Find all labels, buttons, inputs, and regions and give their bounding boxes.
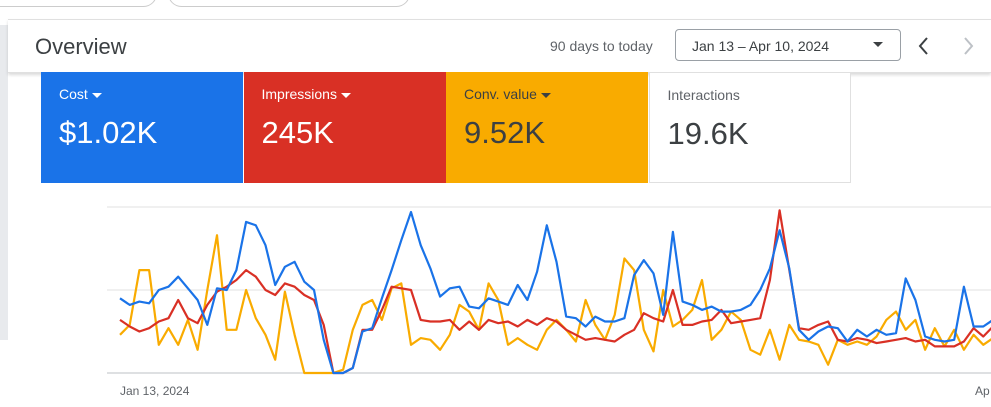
dropdown-icon — [873, 42, 883, 47]
metric-label: Cost — [59, 86, 225, 102]
prev-button[interactable] — [916, 36, 932, 56]
metric-value: 9.52K — [464, 115, 546, 150]
metric-label: Impressions — [262, 86, 428, 102]
title: Overview — [35, 34, 127, 59]
dropdown-icon — [340, 93, 351, 98]
date-range: Jan 13 – Apr 10, 2024 — [692, 38, 829, 54]
sidebar — [0, 25, 8, 340]
dropdown-icon — [91, 93, 102, 98]
metric-value: 245K — [261, 115, 334, 150]
metric-label: Conv. value — [464, 86, 630, 102]
series-line — [119, 210, 991, 375]
series-line — [119, 209, 991, 375]
date-picker[interactable]: Jan 13 – Apr 10, 2024 — [675, 29, 901, 61]
metric-label: Interactions — [668, 87, 832, 103]
metric-card[interactable]: Impressions 245K — [243, 72, 446, 183]
metric-label-text: Cost — [59, 86, 88, 102]
x-label: Jan 13, 2024 — [120, 384, 190, 398]
metric-label-text: Interactions — [667, 87, 740, 103]
x-label: Ap — [975, 384, 990, 398]
metric-card[interactable]: Conv. value 9.52K — [446, 72, 648, 183]
series-line — [119, 234, 991, 375]
dropdown-icon — [540, 93, 551, 98]
metric-label-text: Impressions — [261, 86, 337, 102]
metric-value: 19.6K — [667, 116, 749, 151]
range-preset: 90 days to today — [550, 38, 653, 54]
metric-label-text: Conv. value — [464, 86, 537, 102]
metric-card[interactable]: Cost $1.02K — [41, 72, 243, 183]
metric-card[interactable]: Interactions 19.6K — [648, 72, 851, 183]
next-button[interactable] — [960, 36, 976, 56]
metric-value: $1.02K — [59, 115, 158, 150]
